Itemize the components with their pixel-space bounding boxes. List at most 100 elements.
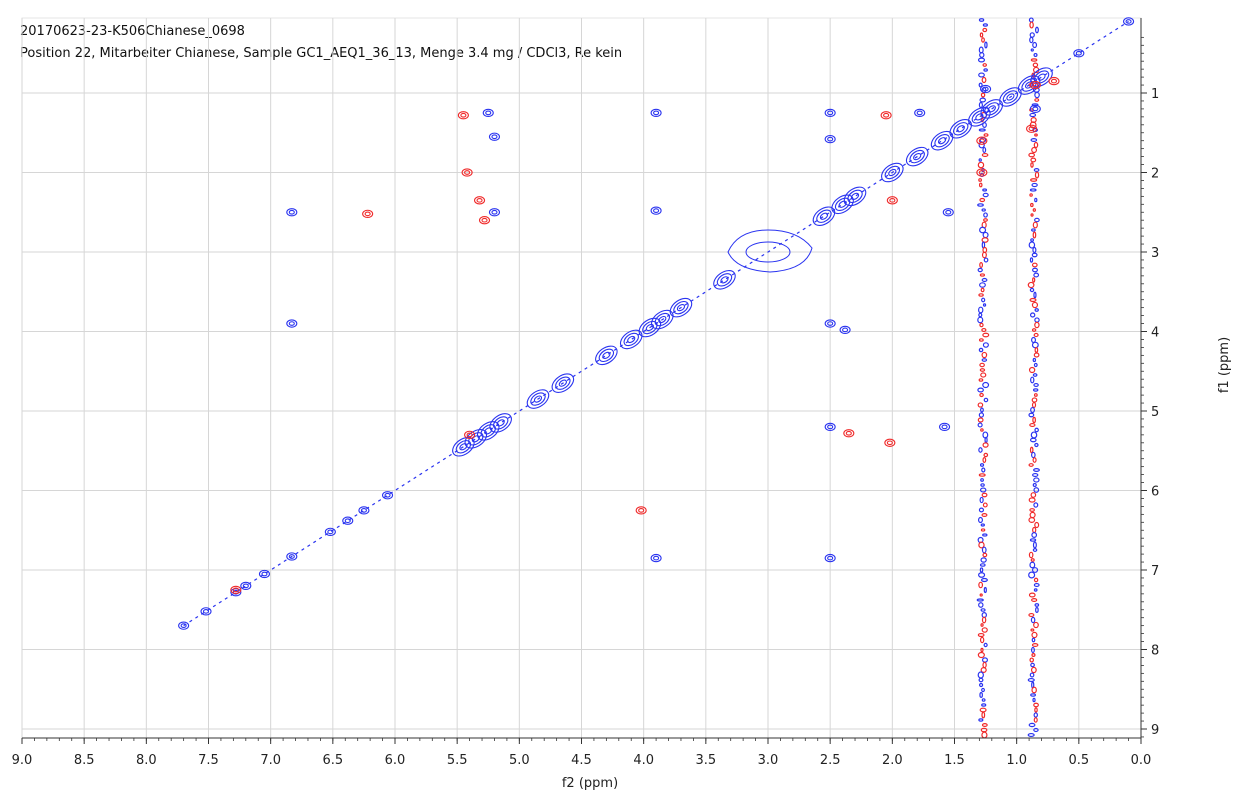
cross-peak bbox=[288, 209, 295, 215]
diagonal-peak bbox=[843, 186, 867, 207]
trace-mark bbox=[1029, 297, 1037, 303]
trace-mark bbox=[982, 502, 988, 508]
trace-mark bbox=[1032, 388, 1039, 392]
trace-mark bbox=[978, 312, 983, 318]
trace-mark bbox=[1033, 272, 1040, 278]
trace-mark bbox=[1033, 52, 1038, 58]
x-tick-label: 2.0 bbox=[882, 753, 903, 768]
trace-mark bbox=[1031, 341, 1039, 349]
trace-mark bbox=[982, 23, 988, 27]
trace-mark bbox=[1033, 621, 1039, 629]
trace-mark bbox=[978, 18, 985, 22]
trace-mark bbox=[1028, 571, 1036, 579]
x-tick-label: 8.0 bbox=[136, 753, 157, 768]
trace-mark bbox=[982, 533, 988, 537]
trace-mark bbox=[1033, 502, 1039, 508]
trace-mark bbox=[978, 72, 985, 78]
trace-mark bbox=[979, 97, 987, 103]
trace-mark bbox=[1028, 17, 1034, 23]
diagonal-peak bbox=[1021, 78, 1037, 92]
trace-mark bbox=[1029, 657, 1035, 663]
negative-peak bbox=[364, 211, 371, 217]
x-tick-label: 7.0 bbox=[260, 753, 281, 768]
trace-mark bbox=[1029, 672, 1035, 678]
trace-mark bbox=[1030, 628, 1035, 632]
cross-peak bbox=[488, 208, 501, 217]
y-tick-label: 1 bbox=[1151, 87, 1159, 102]
trace-mark bbox=[1032, 267, 1038, 273]
cross-peak bbox=[485, 110, 492, 116]
diagonal-peak bbox=[230, 588, 242, 597]
trace-mark bbox=[1033, 702, 1039, 708]
trace-mark bbox=[1032, 373, 1038, 377]
trace-mark bbox=[1034, 707, 1038, 713]
trace-mark bbox=[1032, 246, 1037, 254]
trace-mark bbox=[979, 636, 985, 644]
trace-mark bbox=[1028, 463, 1034, 467]
trace-mark bbox=[983, 212, 988, 218]
negative-peak bbox=[884, 438, 896, 447]
diagonal-peak bbox=[200, 607, 212, 616]
trace-mark bbox=[977, 671, 984, 679]
trace-mark bbox=[977, 651, 985, 659]
x-tick-label: 8.5 bbox=[74, 753, 95, 768]
x-tick-label: 5.0 bbox=[509, 753, 530, 768]
trace-mark bbox=[979, 487, 987, 493]
diagonal-peak bbox=[602, 351, 611, 359]
diagonal-peak bbox=[598, 348, 615, 363]
cross-peak bbox=[839, 325, 851, 335]
diagonal-peak bbox=[716, 273, 733, 287]
diagonal-peak bbox=[1075, 50, 1082, 56]
trace-mark bbox=[1031, 631, 1038, 639]
diagonal-peak bbox=[492, 416, 509, 430]
diagonal-peak bbox=[526, 389, 550, 409]
diagonal-peak bbox=[720, 276, 729, 284]
trace-mark bbox=[977, 203, 984, 207]
trace-mark bbox=[1030, 213, 1034, 217]
trace-mark bbox=[981, 731, 988, 739]
trace-mark bbox=[979, 226, 987, 234]
trace-mark bbox=[1030, 662, 1035, 668]
diagonal-ridge bbox=[183, 20, 1129, 627]
negative-peak bbox=[466, 432, 473, 438]
trace-mark bbox=[980, 647, 984, 653]
diagonal-peak bbox=[327, 529, 334, 535]
trace-mark bbox=[1030, 48, 1034, 52]
negative-peak bbox=[457, 111, 469, 120]
diagonal-peak bbox=[905, 146, 929, 167]
y-axis-label: f1 (ppm) bbox=[1217, 337, 1232, 393]
diagonal-peak bbox=[953, 122, 969, 136]
trace-mark bbox=[1031, 103, 1039, 107]
trace-mark bbox=[978, 682, 984, 688]
trace-mark bbox=[979, 262, 984, 268]
trace-mark bbox=[1033, 362, 1038, 368]
trace-mark bbox=[1033, 168, 1040, 172]
trace-mark bbox=[1034, 217, 1040, 223]
cross-peak bbox=[491, 209, 498, 215]
trace-mark bbox=[1031, 401, 1037, 409]
cross-peak bbox=[482, 108, 494, 118]
trace-mark bbox=[1030, 693, 1037, 697]
trace-mark bbox=[1031, 328, 1037, 332]
trace-mark bbox=[980, 727, 988, 733]
diagonal-peak bbox=[360, 508, 367, 513]
trace-mark bbox=[980, 407, 984, 413]
trace-mark bbox=[1033, 332, 1039, 338]
negative-peak bbox=[1029, 80, 1041, 90]
trace-mark bbox=[983, 586, 987, 594]
diagonal-peak bbox=[676, 304, 686, 312]
trace-mark bbox=[981, 327, 987, 333]
x-tick-label: 0.5 bbox=[1068, 753, 1089, 768]
negative-peak bbox=[976, 168, 988, 177]
trace-mark bbox=[1029, 538, 1037, 542]
trace-mark bbox=[1031, 252, 1038, 258]
cross-peak bbox=[650, 553, 662, 563]
trace-mark bbox=[1030, 137, 1038, 143]
trace-mark bbox=[1028, 497, 1036, 503]
negative-peak bbox=[478, 216, 491, 225]
trace-mark bbox=[981, 546, 987, 554]
diagonal-peak bbox=[324, 527, 336, 536]
diagonal-peak bbox=[645, 323, 655, 332]
diagonal-peak bbox=[850, 192, 860, 200]
trace-mark bbox=[983, 133, 989, 137]
